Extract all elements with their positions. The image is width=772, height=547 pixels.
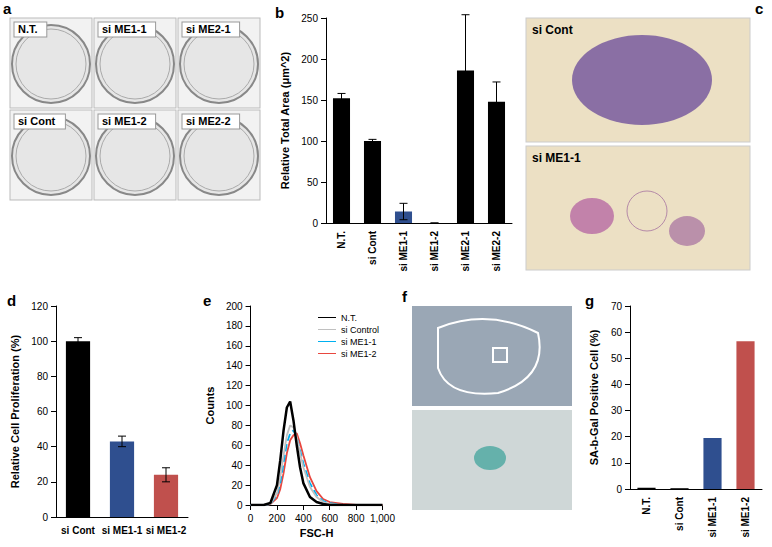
svg-text:200: 200 bbox=[226, 301, 243, 312]
svg-text:50: 50 bbox=[307, 177, 319, 188]
svg-text:b: b bbox=[275, 4, 284, 21]
svg-text:Counts: Counts bbox=[204, 387, 216, 425]
svg-text:N.T.: N.T. bbox=[341, 313, 357, 323]
svg-text:150: 150 bbox=[301, 95, 318, 106]
svg-text:10: 10 bbox=[611, 457, 623, 468]
svg-text:60: 60 bbox=[611, 327, 623, 338]
svg-text:si Cont: si Cont bbox=[532, 23, 573, 37]
svg-text:160: 160 bbox=[226, 340, 243, 351]
svg-text:si Cont: si Cont bbox=[674, 496, 685, 531]
svg-text:si Control: si Control bbox=[341, 325, 379, 335]
svg-text:0: 0 bbox=[312, 218, 318, 229]
svg-text:100: 100 bbox=[301, 136, 318, 147]
svg-text:40: 40 bbox=[37, 441, 49, 452]
svg-text:800: 800 bbox=[348, 513, 365, 524]
svg-text:Relative Cell Proliferation (%: Relative Cell Proliferation (%) bbox=[9, 334, 21, 488]
svg-text:60: 60 bbox=[37, 406, 49, 417]
svg-text:SA-b-Gal Positive Cell (%): SA-b-Gal Positive Cell (%) bbox=[588, 329, 600, 465]
svg-text:100: 100 bbox=[31, 336, 48, 347]
svg-text:120: 120 bbox=[226, 380, 243, 391]
svg-text:Relative Total Area (μm^2): Relative Total Area (μm^2) bbox=[279, 52, 291, 190]
svg-text:FSC-H: FSC-H bbox=[300, 527, 334, 539]
svg-text:e: e bbox=[203, 292, 211, 309]
svg-text:0: 0 bbox=[616, 484, 622, 495]
svg-text:si Cont: si Cont bbox=[61, 525, 96, 536]
svg-text:c: c bbox=[755, 0, 763, 17]
svg-text:si Cont: si Cont bbox=[18, 115, 56, 127]
svg-text:N.T.: N.T. bbox=[18, 23, 38, 35]
svg-text:si ME1-2: si ME1-2 bbox=[102, 115, 147, 127]
svg-text:40: 40 bbox=[231, 460, 243, 471]
svg-text:0: 0 bbox=[248, 513, 254, 524]
svg-text:200: 200 bbox=[301, 54, 318, 65]
svg-text:si ME2-2: si ME2-2 bbox=[186, 115, 231, 127]
svg-text:140: 140 bbox=[226, 360, 243, 371]
svg-text:a: a bbox=[3, 0, 12, 17]
svg-text:50: 50 bbox=[611, 353, 623, 364]
svg-text:N.T.: N.T. bbox=[336, 231, 347, 249]
svg-text:30: 30 bbox=[611, 405, 623, 416]
svg-text:N.T.: N.T. bbox=[641, 497, 652, 515]
svg-text:250: 250 bbox=[301, 13, 318, 24]
svg-text:si ME1-1: si ME1-1 bbox=[341, 337, 377, 347]
svg-text:80: 80 bbox=[37, 371, 49, 382]
svg-text:si ME1-1: si ME1-1 bbox=[398, 231, 409, 272]
svg-text:si ME1-2: si ME1-2 bbox=[740, 497, 751, 538]
svg-text:si ME1-1: si ME1-1 bbox=[532, 151, 581, 165]
svg-text:si ME1-1: si ME1-1 bbox=[102, 525, 143, 536]
svg-text:si ME2-1: si ME2-1 bbox=[186, 23, 231, 35]
svg-text:si ME1-2: si ME1-2 bbox=[429, 231, 440, 272]
svg-text:si ME1-1: si ME1-1 bbox=[102, 23, 147, 35]
svg-text:si ME1-2: si ME1-2 bbox=[341, 349, 377, 359]
svg-text:600: 600 bbox=[321, 513, 338, 524]
svg-text:si ME1-1: si ME1-1 bbox=[707, 497, 718, 538]
svg-text:100: 100 bbox=[226, 400, 243, 411]
svg-text:20: 20 bbox=[611, 431, 623, 442]
svg-text:1,000: 1,000 bbox=[370, 513, 395, 524]
svg-text:d: d bbox=[7, 292, 16, 309]
svg-text:0: 0 bbox=[237, 500, 243, 511]
svg-text:20: 20 bbox=[37, 476, 49, 487]
svg-text:80: 80 bbox=[231, 420, 243, 431]
svg-text:70: 70 bbox=[611, 301, 623, 312]
svg-text:180: 180 bbox=[226, 320, 243, 331]
svg-text:20: 20 bbox=[231, 480, 243, 491]
svg-text:200: 200 bbox=[269, 513, 286, 524]
svg-text:si ME2-1: si ME2-1 bbox=[460, 231, 471, 272]
svg-text:si ME2-2: si ME2-2 bbox=[491, 231, 502, 272]
svg-text:400: 400 bbox=[295, 513, 312, 524]
svg-text:120: 120 bbox=[31, 301, 48, 312]
svg-text:0: 0 bbox=[42, 512, 48, 523]
svg-text:f: f bbox=[402, 288, 408, 305]
svg-text:40: 40 bbox=[611, 379, 623, 390]
svg-text:si ME1-2: si ME1-2 bbox=[146, 525, 187, 536]
svg-text:g: g bbox=[585, 292, 594, 309]
svg-text:si Cont: si Cont bbox=[367, 230, 378, 265]
svg-text:60: 60 bbox=[231, 440, 243, 451]
